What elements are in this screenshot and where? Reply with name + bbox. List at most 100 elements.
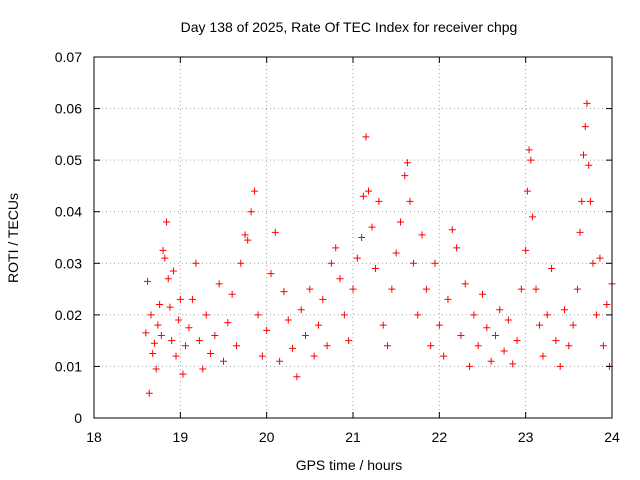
data-point xyxy=(359,192,367,200)
data-point xyxy=(396,218,404,226)
data-point xyxy=(543,311,551,319)
data-point xyxy=(435,321,443,329)
data-point xyxy=(284,316,292,324)
data-point xyxy=(375,197,383,205)
data-point xyxy=(509,360,517,368)
data-point xyxy=(166,303,174,311)
data-point xyxy=(556,362,564,370)
data-point xyxy=(368,223,376,231)
data-point xyxy=(150,339,158,347)
data-point xyxy=(182,342,190,350)
data-point xyxy=(144,277,152,285)
data-point xyxy=(403,159,411,167)
data-point xyxy=(211,331,219,339)
y-tick-label: 0.04 xyxy=(55,204,82,220)
data-point xyxy=(349,285,357,293)
data-point xyxy=(474,342,482,350)
x-tick-label: 19 xyxy=(173,429,189,445)
data-point xyxy=(552,337,560,345)
data-point xyxy=(414,311,422,319)
data-point xyxy=(427,342,435,350)
data-point xyxy=(517,285,525,293)
data-point xyxy=(336,275,344,283)
data-point xyxy=(586,197,594,205)
data-point xyxy=(254,311,262,319)
x-tick-label: 20 xyxy=(259,429,275,445)
data-point xyxy=(578,197,586,205)
data-point xyxy=(154,321,162,329)
data-point xyxy=(353,254,361,262)
data-point xyxy=(565,342,573,350)
data-point xyxy=(164,275,172,283)
data-point xyxy=(224,319,232,327)
data-point xyxy=(539,352,547,360)
grid xyxy=(94,57,612,418)
data-point xyxy=(525,146,533,154)
data-point xyxy=(529,213,537,221)
data-point xyxy=(161,254,169,262)
data-point xyxy=(142,329,150,337)
data-point xyxy=(522,246,530,254)
data-point xyxy=(176,295,184,303)
data-point xyxy=(319,295,327,303)
data-point xyxy=(207,350,215,358)
data-point xyxy=(576,228,584,236)
axis-tick-labels: 18 19 20 21 22 23 24 0 0.01 0.02 0.03 0.04 0.05 0.06 0… xyxy=(55,49,620,445)
data-point xyxy=(145,389,153,397)
data-point xyxy=(280,288,288,296)
data-point xyxy=(470,311,478,319)
data-point xyxy=(220,357,227,365)
chart-title: Day 138 of 2025, Rate Of TEC Index for r… xyxy=(181,19,518,35)
data-point xyxy=(487,357,495,365)
data-point xyxy=(244,236,252,244)
data-point xyxy=(365,187,373,195)
x-tick-label: 22 xyxy=(432,429,448,445)
data-point xyxy=(147,311,155,319)
data-point xyxy=(192,259,200,267)
data-point xyxy=(392,249,400,257)
y-tick-label: 0.07 xyxy=(55,49,82,65)
data-point xyxy=(457,331,465,339)
y-tick-label: 0.02 xyxy=(55,307,82,323)
data-point xyxy=(535,321,543,329)
y-tick-label: 0.01 xyxy=(55,358,82,374)
data-point xyxy=(323,342,331,350)
x-tick-label: 23 xyxy=(518,429,534,445)
data-point xyxy=(444,295,452,303)
data-point xyxy=(232,342,240,350)
data-point xyxy=(289,344,297,352)
data-point xyxy=(440,352,448,360)
data-point xyxy=(157,331,165,339)
data-point xyxy=(241,231,249,239)
data-point xyxy=(583,99,591,107)
data-point xyxy=(384,342,392,350)
x-tick-label: 24 xyxy=(604,429,620,445)
data-point xyxy=(483,324,491,332)
data-point xyxy=(172,352,180,360)
data-point xyxy=(149,350,157,358)
data-point xyxy=(479,290,486,298)
data-point xyxy=(580,151,588,159)
data-point xyxy=(163,218,171,226)
data-point xyxy=(302,331,310,339)
data-point xyxy=(573,285,581,293)
data-point xyxy=(327,259,335,267)
data-point xyxy=(175,316,183,324)
data-point xyxy=(466,362,474,370)
data-point xyxy=(561,306,569,314)
data-point xyxy=(169,267,177,275)
axis-ticks xyxy=(93,56,613,419)
data-point xyxy=(267,270,275,278)
data-points xyxy=(142,99,616,397)
data-point xyxy=(548,264,556,272)
data-point xyxy=(271,228,279,236)
data-point xyxy=(527,156,535,164)
data-point xyxy=(215,280,223,288)
data-point xyxy=(310,352,318,360)
data-point xyxy=(297,306,305,314)
data-point xyxy=(152,365,160,373)
data-point xyxy=(422,285,430,293)
data-point xyxy=(589,259,597,267)
data-point xyxy=(188,295,196,303)
